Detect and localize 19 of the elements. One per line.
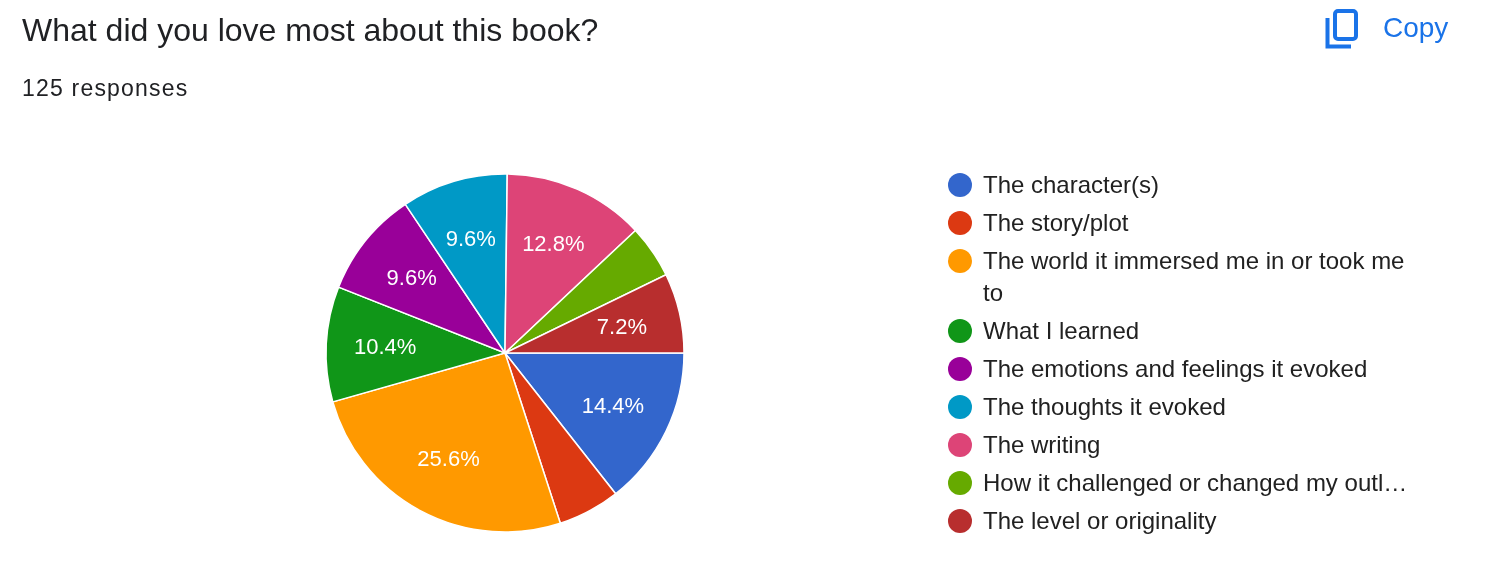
text: 125 responses — [22, 75, 189, 102]
data-label: 14.4% — [581, 392, 645, 418]
data-label: 9.6% — [386, 265, 437, 291]
data-label: 12.8% — [522, 230, 585, 256]
legend-label: The writing — [983, 430, 1101, 460]
legend-label: The emotions and feelings it evoked — [983, 354, 1368, 384]
legend-label: How it challenged or changed my outl… — [983, 468, 1408, 498]
legend-label: The thoughts it evoked — [983, 392, 1226, 422]
text: Copy — [1383, 12, 1449, 44]
legend-label: The level or originality — [983, 506, 1217, 536]
data-label: 9.6% — [445, 225, 496, 251]
data-label: 7.2% — [596, 313, 647, 339]
legend-label: What I learned — [983, 316, 1140, 346]
legend-label: The world it immersed me in or took me to — [983, 246, 1406, 308]
legend-label: The character(s) — [983, 170, 1160, 200]
legend-label: The story/plot — [983, 208, 1129, 238]
data-label: 10.4% — [354, 334, 417, 360]
data-label: 25.6% — [417, 446, 480, 472]
chart-title: What did you love most about this book? — [22, 12, 599, 49]
